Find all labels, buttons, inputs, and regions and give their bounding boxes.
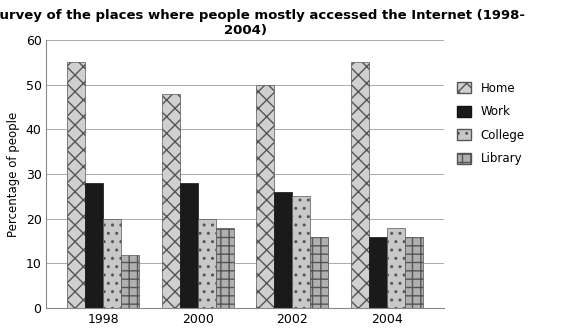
Legend: Home, Work, College, Library: Home, Work, College, Library xyxy=(453,78,529,169)
Title: UK survey of the places where people mostly accessed the Internet (1998-
2004): UK survey of the places where people mos… xyxy=(0,9,525,37)
Bar xyxy=(162,94,180,308)
Bar xyxy=(292,196,310,308)
Bar xyxy=(180,183,198,308)
Bar xyxy=(257,85,274,308)
Bar xyxy=(274,192,292,308)
Bar xyxy=(387,228,405,308)
Bar xyxy=(103,219,121,308)
Bar xyxy=(351,62,369,308)
Bar xyxy=(405,237,423,308)
Y-axis label: Percentage of people: Percentage of people xyxy=(7,112,20,237)
Bar xyxy=(121,254,139,308)
Bar xyxy=(310,237,328,308)
Bar xyxy=(216,228,234,308)
Bar xyxy=(67,62,85,308)
Bar xyxy=(369,237,387,308)
Bar xyxy=(85,183,103,308)
Bar xyxy=(198,219,216,308)
